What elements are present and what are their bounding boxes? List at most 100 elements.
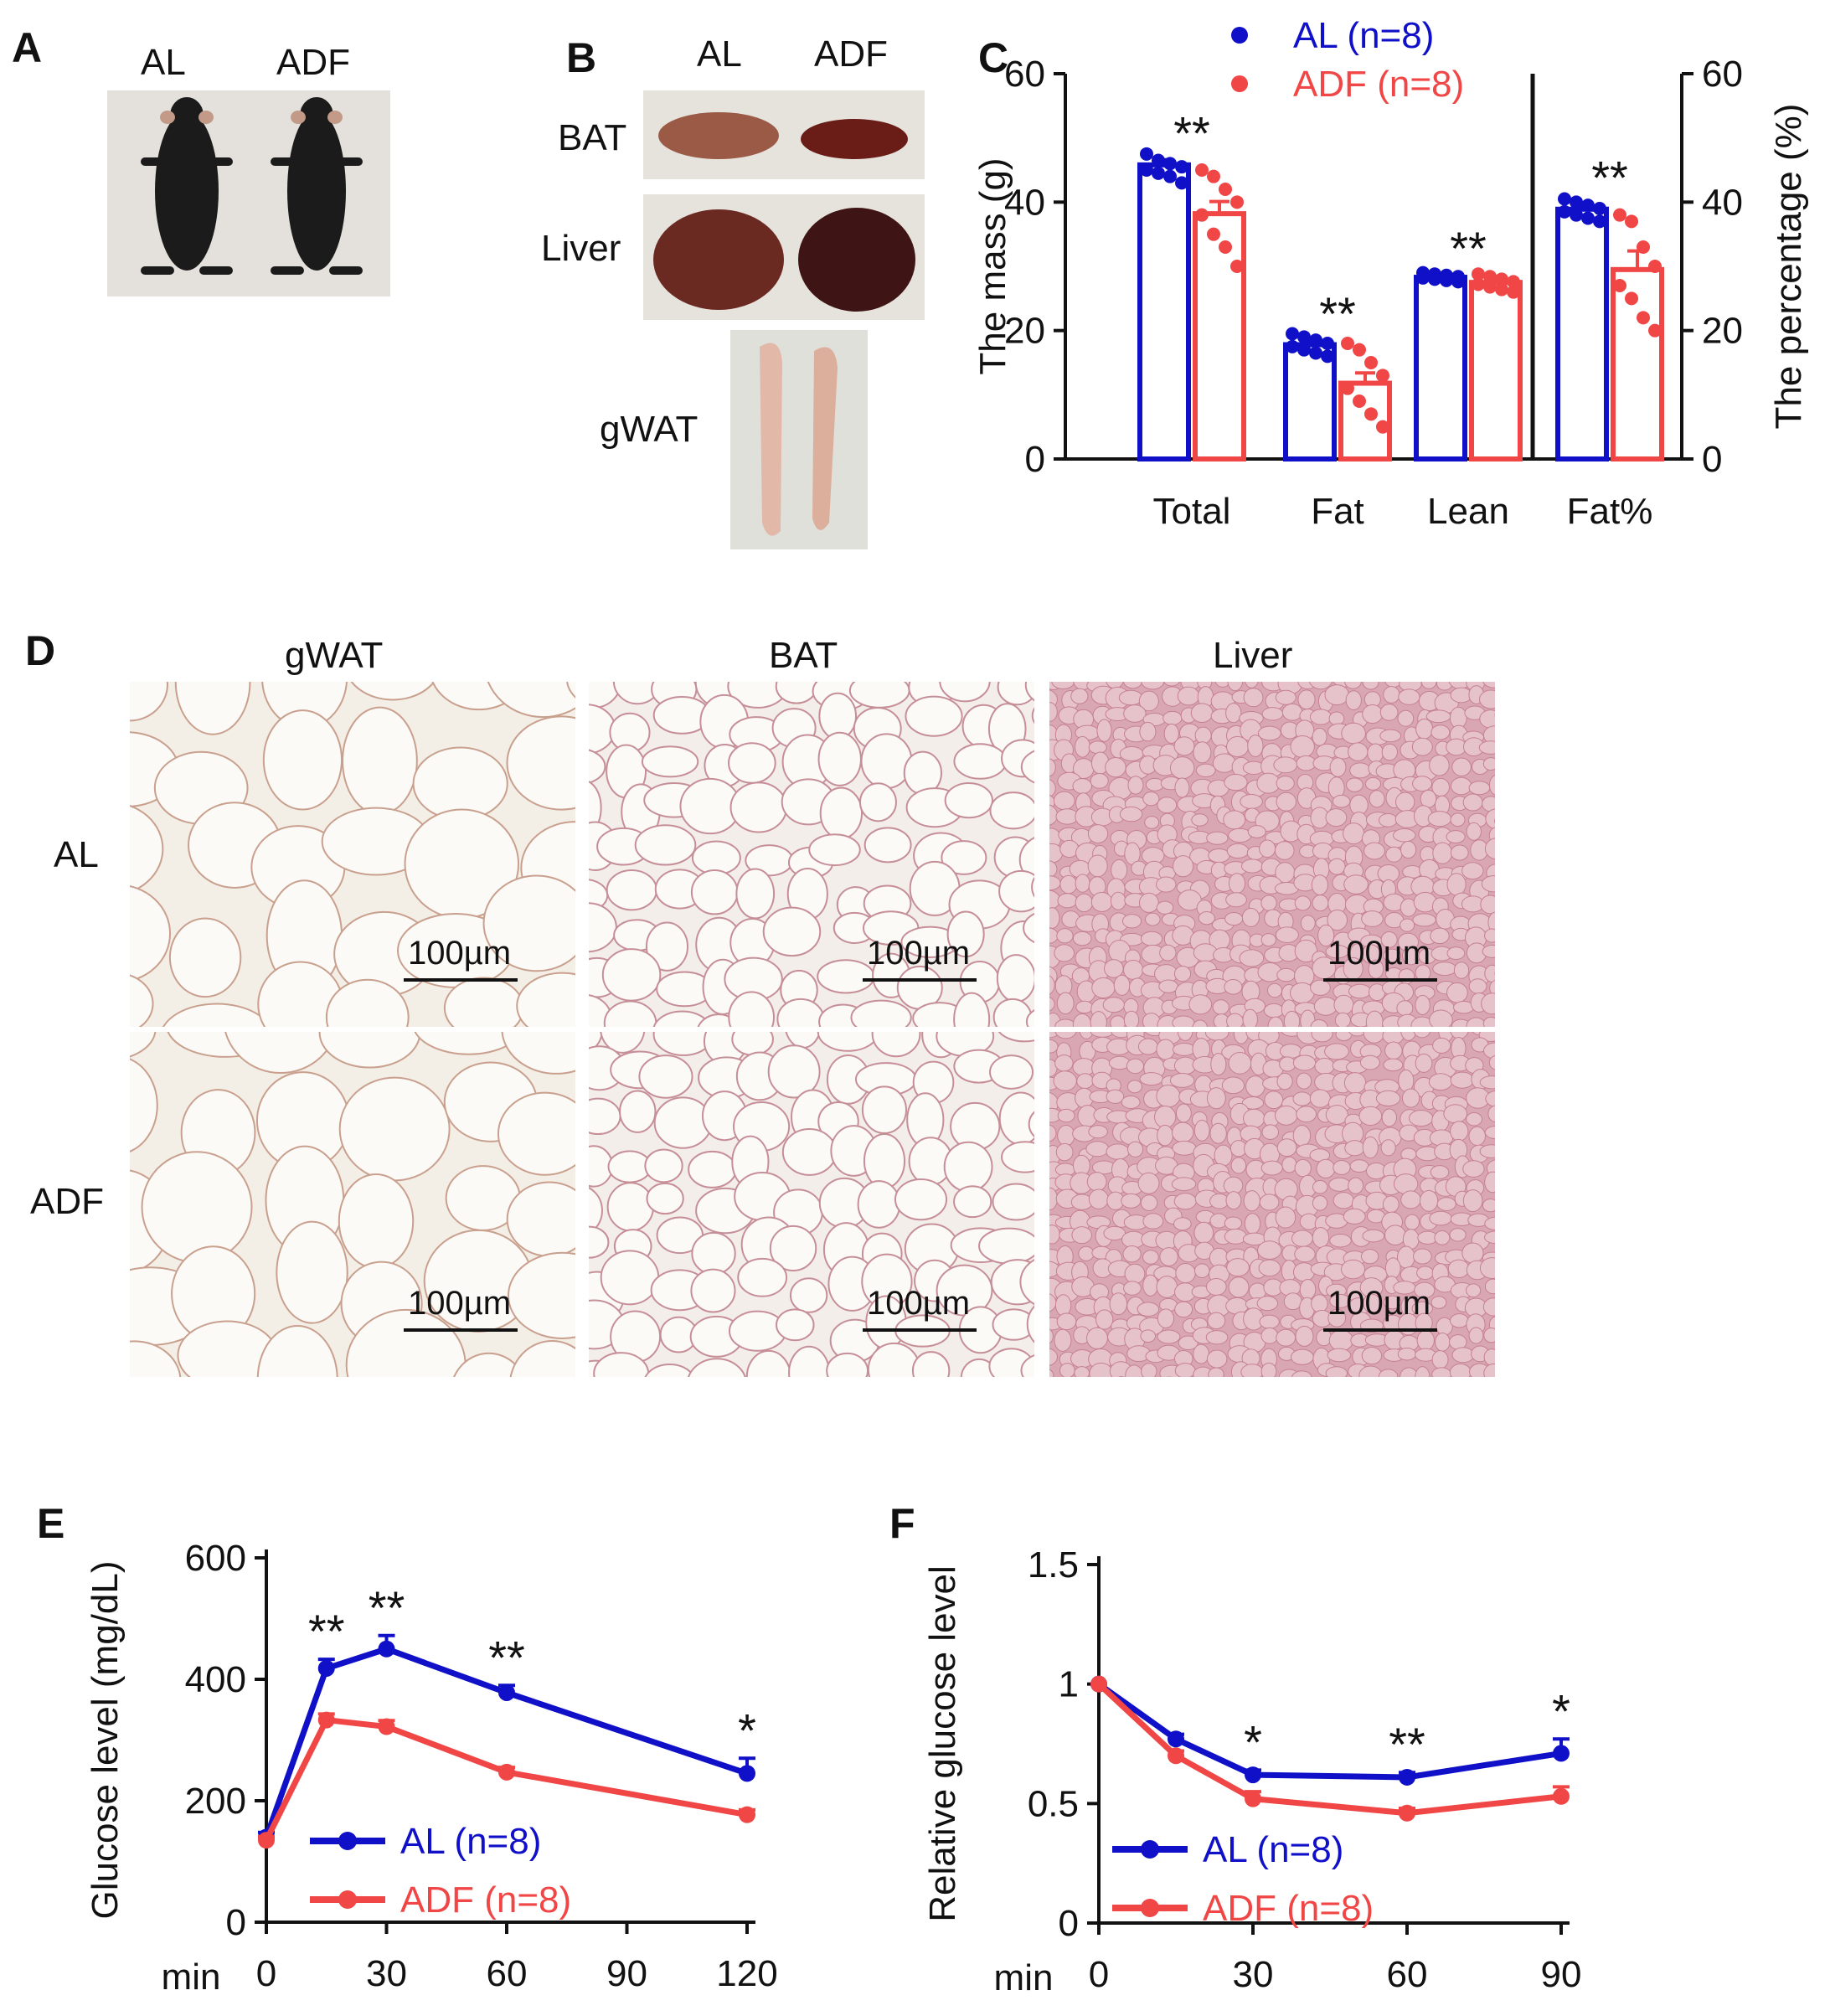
significance-marker: ** — [1173, 107, 1210, 160]
legend-marker — [338, 1890, 357, 1909]
data-point — [1593, 214, 1606, 229]
panel-d-label: D — [25, 627, 56, 674]
micrograph-adf-gwat: 100µm — [130, 1032, 575, 1377]
panel-b-group-adf: ADF — [814, 34, 888, 75]
legend-label: ADF (n=8) — [1203, 1888, 1374, 1929]
col-label-gwat: gWAT — [285, 635, 384, 676]
scale-bar-label: 100µm — [1327, 1285, 1431, 1322]
data-point — [1163, 169, 1177, 183]
data-point — [1553, 1745, 1570, 1762]
significance-marker: * — [738, 1704, 756, 1756]
data-point — [1472, 277, 1485, 291]
x-tick-label: Lean — [1427, 491, 1509, 532]
data-point — [1245, 1790, 1261, 1807]
x-tick-label: 90 — [606, 1953, 647, 1994]
data-point — [1286, 339, 1299, 353]
data-point — [739, 1765, 755, 1782]
data-point — [1140, 147, 1153, 161]
bar — [1414, 275, 1467, 461]
y-axis-title-right: The percentage (%) — [1768, 104, 1809, 430]
data-point — [1613, 279, 1626, 292]
data-point — [1219, 183, 1232, 196]
legend-marker — [1231, 27, 1248, 44]
data-point — [1152, 153, 1165, 168]
bar — [1193, 211, 1246, 461]
x-tick-label: 60 — [487, 1953, 528, 1994]
y-tick-label-right: 20 — [1702, 311, 1743, 352]
data-point — [1570, 195, 1583, 209]
data-point — [1399, 1804, 1415, 1822]
gwat-photo — [730, 330, 868, 549]
series-line — [1096, 1682, 1562, 1817]
data-point — [1472, 267, 1485, 281]
y-tick-label: 1 — [1059, 1664, 1079, 1705]
significance-marker: ** — [1450, 222, 1487, 275]
data-point — [1230, 260, 1244, 273]
scale-bar — [404, 1328, 518, 1332]
x-tick-label: Fat% — [1567, 491, 1653, 532]
y-tick-label-left: 40 — [1004, 182, 1045, 223]
data-point — [1321, 337, 1334, 350]
y-tick-label-right: 60 — [1702, 54, 1743, 95]
data-point — [1286, 327, 1299, 341]
bar — [1137, 162, 1191, 461]
data-point — [1219, 240, 1232, 254]
legend-label: ADF (n=8) — [1293, 64, 1464, 105]
x-tick-label: 120 — [716, 1953, 777, 1994]
panel-b-group-al: AL — [697, 34, 742, 75]
micrograph-adf-bat: 100µm — [589, 1032, 1034, 1377]
data-point — [1309, 333, 1322, 348]
data-point — [1195, 208, 1209, 222]
y-axis-title: Glucose level (mg/dL) — [85, 1561, 126, 1920]
data-point — [739, 1806, 755, 1823]
data-point — [378, 1718, 395, 1735]
data-point — [1376, 369, 1389, 383]
data-point — [1140, 163, 1153, 177]
x-tick-label: Total — [1153, 491, 1231, 532]
data-point — [1245, 1766, 1261, 1784]
series-line — [1096, 1681, 1562, 1781]
data-point — [1207, 227, 1220, 241]
liver-photo — [643, 194, 925, 320]
data-point — [1507, 275, 1520, 289]
significance-marker: ** — [1319, 287, 1356, 340]
panel-a-group-adf: ADF — [276, 42, 350, 83]
y-tick-label-left: 20 — [1004, 311, 1045, 352]
chart-f: 0 0.5 1 1.5 0 30 60 90 min Relative glucose level… — [922, 1544, 1582, 1998]
legend-label: AL (n=8) — [1293, 15, 1434, 56]
data-point — [1207, 169, 1220, 183]
data-point — [1399, 1768, 1415, 1786]
scale-bar-label: 100µm — [867, 935, 971, 972]
mice-photo — [107, 90, 390, 296]
y-tick-label-right: 40 — [1702, 182, 1743, 223]
panel-c-label: C — [978, 34, 1009, 81]
y-tick-label: 0.5 — [1028, 1783, 1079, 1824]
y-tick-label-left: 60 — [1004, 54, 1045, 95]
panel-e-label: E — [37, 1500, 65, 1547]
y-tick-label: 0 — [1059, 1903, 1079, 1944]
significance-marker: ** — [488, 1631, 525, 1683]
data-point — [1495, 282, 1508, 296]
col-label-bat: BAT — [769, 635, 838, 676]
micrograph-adf-liver: 100µm — [1049, 1032, 1495, 1377]
data-point — [1558, 192, 1571, 206]
data-point — [1168, 1730, 1184, 1748]
data-point — [1163, 157, 1177, 171]
data-point — [1309, 346, 1322, 360]
data-point — [1297, 330, 1311, 344]
data-point — [1364, 407, 1378, 421]
bar — [1555, 206, 1609, 461]
legend-marker — [1141, 1899, 1159, 1917]
x-tick-label: 90 — [1541, 1954, 1582, 1995]
data-point — [1625, 291, 1638, 306]
significance-marker: ** — [369, 1581, 405, 1634]
data-point — [498, 1763, 515, 1781]
panel-a-group-al: AL — [141, 42, 186, 83]
data-point — [1297, 343, 1311, 357]
x-axis-unit-label: min — [994, 1957, 1054, 1998]
scale-bar — [1323, 1328, 1437, 1332]
legend-marker — [338, 1832, 357, 1850]
scale-bar-label: 100µm — [408, 935, 512, 972]
data-point — [1341, 381, 1354, 395]
y-tick-label: 1.5 — [1028, 1544, 1079, 1585]
